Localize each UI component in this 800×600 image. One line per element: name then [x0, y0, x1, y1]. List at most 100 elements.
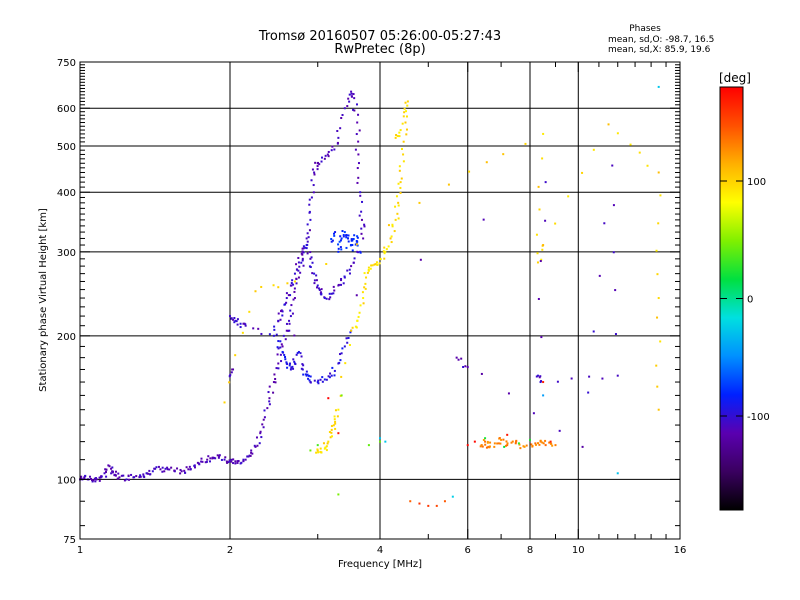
data-point	[611, 164, 614, 167]
data-point	[233, 321, 236, 324]
data-point	[213, 456, 216, 459]
data-point	[387, 224, 390, 227]
data-point	[287, 294, 290, 297]
data-point	[227, 461, 230, 464]
data-point	[263, 416, 266, 419]
data-point	[184, 471, 187, 474]
data-point	[295, 277, 298, 280]
data-point	[94, 480, 97, 483]
data-point	[481, 445, 484, 448]
axis-ticks	[79, 61, 681, 539]
data-point	[383, 257, 386, 260]
data-point	[480, 444, 483, 447]
data-point	[302, 373, 305, 376]
data-point	[284, 358, 287, 361]
data-point	[502, 153, 505, 156]
data-point	[656, 273, 659, 276]
data-point	[399, 129, 402, 132]
data-point	[355, 243, 358, 246]
data-point	[339, 359, 342, 362]
data-point	[295, 263, 298, 266]
data-point	[242, 460, 245, 463]
y-tick-label: 600	[57, 104, 76, 115]
data-point	[346, 237, 349, 240]
data-point	[327, 440, 330, 443]
data-point	[499, 442, 502, 445]
y-axis-label: Stationary phase Virtual Height [km]	[38, 208, 49, 392]
data-point	[234, 354, 237, 357]
data-point	[330, 240, 333, 243]
data-point	[320, 293, 323, 296]
data-point	[239, 326, 242, 329]
data-point	[402, 153, 405, 156]
data-point	[355, 133, 358, 136]
data-point	[340, 279, 343, 282]
data-point	[394, 205, 397, 208]
data-point	[616, 374, 619, 377]
data-point	[298, 265, 301, 268]
data-point	[201, 460, 204, 463]
data-point	[254, 290, 257, 293]
data-point	[387, 245, 390, 248]
data-point	[544, 181, 547, 184]
data-point	[306, 223, 309, 226]
data-point	[288, 322, 291, 325]
data-point	[285, 329, 288, 332]
data-point	[301, 250, 304, 253]
data-point	[349, 331, 352, 334]
data-point	[333, 369, 336, 372]
data-point	[466, 444, 469, 447]
data-point	[350, 329, 353, 332]
data-point	[539, 440, 542, 443]
data-point	[389, 237, 392, 240]
data-point	[351, 244, 354, 247]
data-point	[308, 210, 311, 213]
data-point	[313, 379, 316, 382]
data-point	[232, 458, 235, 461]
data-point	[292, 367, 295, 370]
data-point	[655, 364, 658, 367]
data-point	[235, 320, 238, 323]
data-point	[228, 459, 231, 462]
data-point	[359, 191, 362, 194]
data-point	[295, 282, 298, 285]
data-point	[293, 360, 296, 363]
data-point	[313, 173, 316, 176]
data-point	[497, 442, 500, 445]
data-point	[332, 424, 335, 427]
data-point	[598, 274, 601, 277]
data-point	[311, 261, 314, 264]
x-tick-label: 1	[77, 545, 83, 556]
data-point	[549, 440, 552, 443]
data-point	[170, 466, 173, 469]
chart-title: Tromsø 20160507 05:26:00-05:27:43	[258, 29, 501, 44]
y-tick-label: 400	[57, 188, 76, 199]
data-point	[451, 495, 454, 498]
data-point	[236, 460, 239, 463]
data-point	[359, 304, 362, 307]
data-point	[488, 446, 491, 449]
data-point	[200, 457, 203, 460]
data-point	[382, 250, 385, 253]
data-point	[148, 469, 151, 472]
data-point	[185, 466, 188, 469]
data-point	[340, 237, 343, 240]
data-point	[289, 309, 292, 312]
data-point	[319, 447, 322, 450]
data-point	[536, 261, 539, 264]
data-point	[556, 380, 559, 383]
data-point	[398, 131, 401, 134]
data-point	[390, 235, 393, 238]
x-tick-label: 2	[227, 545, 233, 556]
data-point	[530, 443, 533, 446]
data-point	[659, 340, 662, 343]
data-point	[333, 148, 336, 151]
data-point	[485, 446, 488, 449]
data-point	[343, 276, 346, 279]
data-point	[427, 504, 430, 507]
data-point	[285, 362, 288, 365]
data-point	[360, 232, 363, 235]
data-point	[268, 385, 271, 388]
data-point	[333, 374, 336, 377]
data-point	[379, 440, 381, 443]
